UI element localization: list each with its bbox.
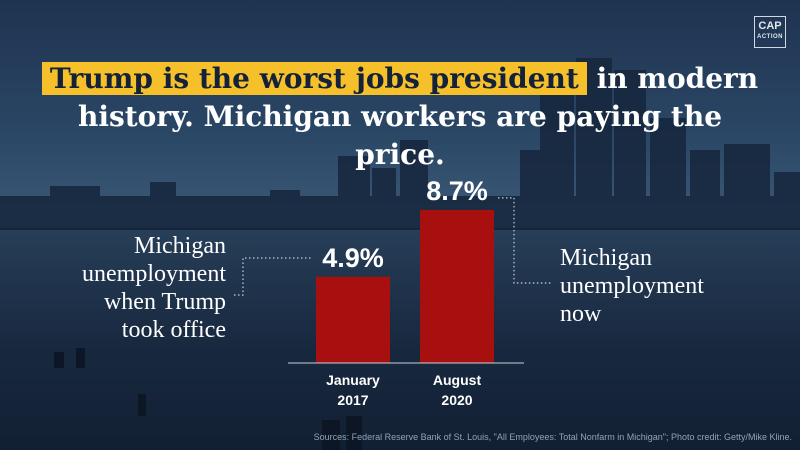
logo-line-2: ACTION xyxy=(757,34,783,40)
right-annotation-line: Michigan xyxy=(560,245,652,271)
x-tick-label: 2017 xyxy=(337,392,368,408)
headline: Trump is the worst jobs president in mod… xyxy=(40,60,760,174)
bar xyxy=(420,209,494,363)
bar-value-label: 8.7% xyxy=(426,176,488,206)
x-tick-label: August xyxy=(433,372,482,388)
right-annotation-line: unemployment xyxy=(560,273,704,299)
right-annotation-line: now xyxy=(560,301,602,327)
cap-action-logo: CAP ACTION xyxy=(754,16,786,48)
left-annotation-line: took office xyxy=(121,317,226,343)
right-annotation: Michigan unemployment now xyxy=(560,244,760,328)
bar xyxy=(316,276,390,363)
left-annotation-line: Michigan xyxy=(134,233,226,259)
left-annotation-line: when Trump xyxy=(103,289,226,315)
bar-value-label: 4.9% xyxy=(322,243,384,273)
right-connector xyxy=(498,197,552,284)
logo-line-1: CAP xyxy=(758,20,782,32)
source-note: Sources: Federal Reserve Bank of St. Lou… xyxy=(313,432,792,442)
headline-line2: history. Michigan workers are paying the… xyxy=(77,100,723,171)
left-annotation-line: unemployment xyxy=(82,261,226,287)
left-connector xyxy=(234,257,312,296)
x-tick-label: January xyxy=(326,372,380,388)
headline-line1-rest: in modern xyxy=(586,62,759,95)
x-tick-label: 2020 xyxy=(441,392,472,408)
headline-highlight: Trump is the worst jobs president xyxy=(41,62,587,95)
left-annotation: Michigan unemployment when Trump took of… xyxy=(60,232,226,344)
